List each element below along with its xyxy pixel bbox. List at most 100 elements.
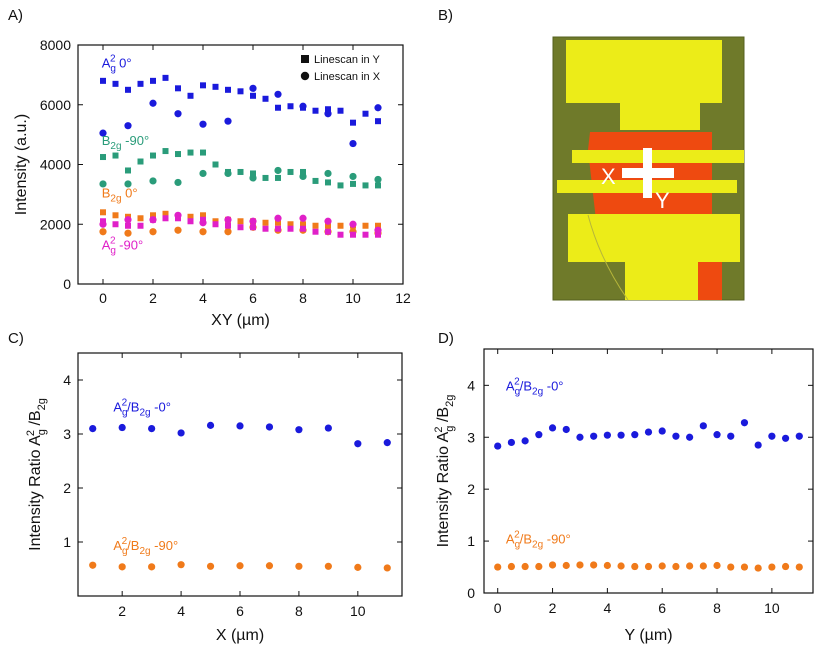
data-point-square	[150, 77, 156, 84]
data-point-square	[312, 177, 319, 184]
data-point-circle	[199, 228, 207, 236]
data-point-square	[275, 174, 281, 181]
data-point-square	[312, 228, 319, 235]
data-point-square	[375, 222, 381, 229]
data-point-circle	[535, 562, 543, 571]
data-point-square	[200, 212, 206, 219]
data-point-circle	[199, 219, 207, 227]
data-point-circle	[768, 432, 776, 440]
data-point-circle	[206, 562, 215, 570]
data-point-circle	[124, 122, 132, 130]
data-point-square	[287, 225, 294, 232]
data-point-circle	[199, 169, 207, 178]
data-point-square	[200, 149, 206, 156]
micrograph-top-electrode	[566, 40, 722, 130]
legend-marker-square	[301, 55, 309, 63]
plot-frame	[483, 348, 814, 594]
data-point-square	[150, 152, 156, 159]
data-point-circle	[603, 561, 611, 570]
data-point-circle	[507, 562, 516, 571]
data-point-circle	[199, 120, 207, 128]
data-point-circle	[617, 431, 625, 439]
data-point-square	[162, 74, 169, 81]
data-point-circle	[324, 110, 332, 118]
data-point-square	[237, 218, 244, 225]
data-point-circle	[535, 431, 543, 439]
data-point-circle	[99, 180, 107, 188]
data-point-square	[350, 180, 356, 187]
data-point-circle	[576, 561, 584, 569]
data-point-circle	[383, 564, 391, 572]
data-point-square	[250, 92, 256, 99]
data-point-circle	[324, 424, 332, 432]
data-point-square	[350, 119, 356, 126]
data-point-circle	[507, 438, 516, 447]
data-point-circle	[631, 562, 639, 571]
data-point-square	[112, 152, 119, 159]
data-point-circle	[354, 440, 362, 448]
data-point-square	[250, 224, 256, 231]
data-point-circle	[562, 425, 570, 434]
micrograph-contact-upper	[572, 150, 744, 163]
data-point-square	[337, 222, 344, 229]
micrograph-y-label: Y	[655, 188, 670, 213]
data-point-circle	[224, 228, 232, 236]
panel-label-b: B)	[438, 7, 453, 24]
data-point-square	[187, 213, 194, 220]
data-point-circle	[149, 99, 157, 107]
data-point-square	[362, 222, 369, 229]
data-point-square	[325, 179, 331, 186]
data-point-circle	[699, 422, 707, 430]
data-point-circle	[768, 563, 776, 571]
y-tick-label: 8000	[40, 37, 71, 53]
data-point-circle	[295, 562, 303, 570]
data-point-square	[312, 107, 319, 114]
x-tick-label: 6	[658, 600, 666, 616]
x-tick-label: 4	[603, 600, 611, 616]
data-point-circle	[754, 564, 762, 572]
data-point-square	[275, 219, 281, 226]
data-point-circle	[224, 117, 232, 125]
data-point-square	[362, 231, 369, 238]
data-point-circle	[383, 439, 391, 447]
data-point-square	[287, 168, 294, 175]
data-point-square	[137, 222, 144, 229]
data-point-circle	[349, 172, 357, 181]
micrograph-x-label: X	[601, 164, 616, 189]
legend-label: Linescan in Y	[314, 54, 381, 66]
data-point-square	[237, 224, 244, 231]
legend-marker-circle	[300, 71, 310, 81]
data-point-square	[287, 221, 294, 228]
x-tick-label: 10	[345, 290, 361, 306]
data-point-circle	[99, 220, 107, 228]
data-point-square	[362, 110, 369, 117]
data-point-circle	[324, 562, 332, 570]
data-point-circle	[177, 561, 185, 569]
data-point-square	[325, 106, 331, 113]
data-point-circle	[99, 228, 107, 236]
data-point-circle	[713, 561, 721, 570]
data-point-square	[225, 86, 231, 93]
data-point-square	[200, 82, 206, 89]
data-point-circle	[644, 428, 653, 436]
data-point-circle	[124, 180, 132, 188]
data-point-circle	[295, 426, 303, 434]
data-point-square	[237, 88, 244, 95]
data-point-circle	[562, 561, 570, 570]
data-point-circle	[124, 216, 132, 224]
y-tick-label: 2	[63, 480, 71, 496]
data-point-circle	[617, 562, 625, 570]
data-point-circle	[349, 139, 357, 148]
data-point-circle	[177, 429, 185, 437]
data-point-circle	[149, 228, 157, 236]
data-point-square	[112, 80, 119, 87]
data-point-square	[212, 221, 219, 228]
data-point-circle	[727, 563, 735, 571]
chart-a: 0 2 4 6 8 10 12 0 2000 4000 6000 8000 XY (µm) Intensi…	[13, 37, 411, 329]
data-point-square	[262, 225, 269, 232]
series-label: Ag2/B2g -0°	[506, 377, 564, 398]
y-axis-title: Intensity (a.u.)	[13, 114, 30, 215]
x-tick-label: 10	[350, 603, 366, 619]
